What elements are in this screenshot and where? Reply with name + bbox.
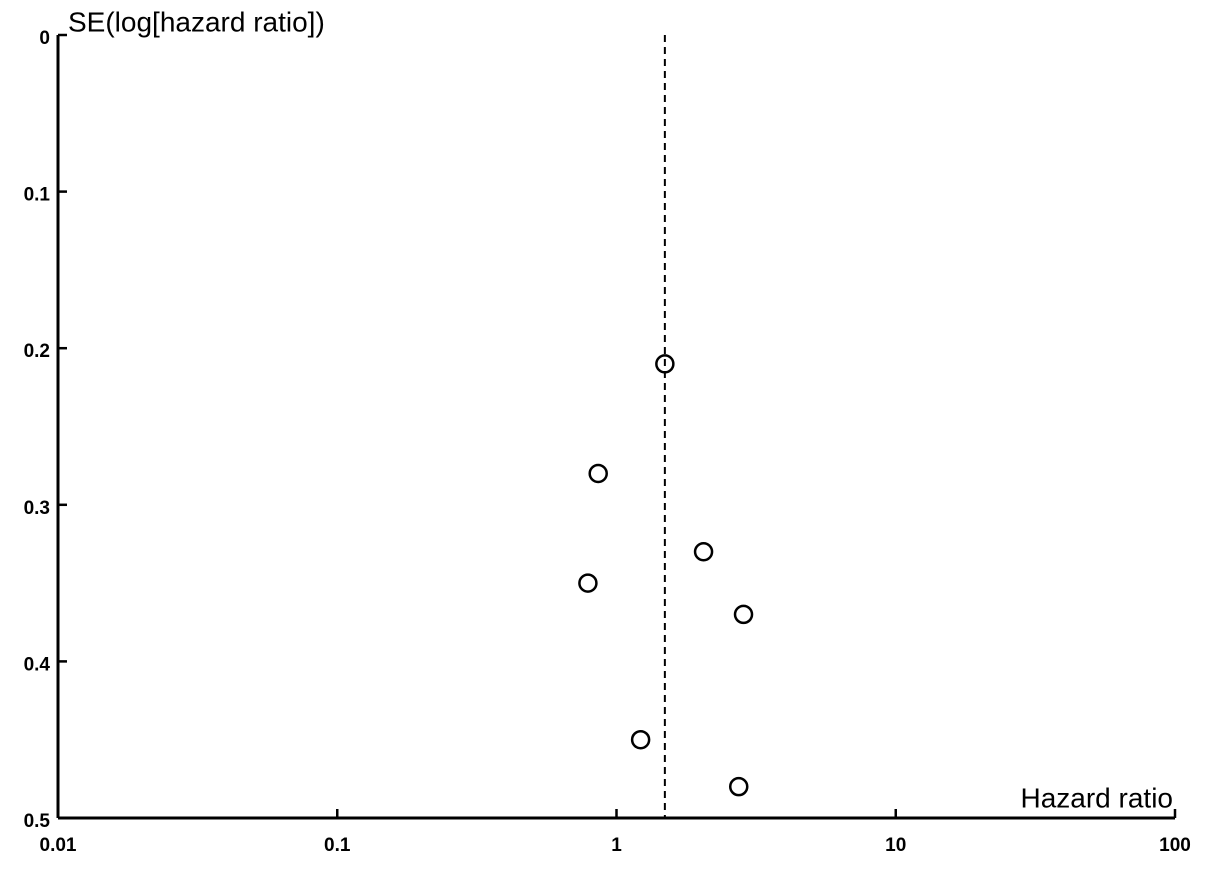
x-tick-label: 0.01 (40, 835, 77, 856)
x-tick-label: 1 (611, 835, 622, 856)
point (693, 542, 714, 562)
x-tick-label: 10 (885, 835, 906, 856)
point (578, 573, 598, 593)
y-tick-label: 0.4 (24, 654, 51, 675)
point (728, 776, 749, 797)
y-tick-label: 0.5 (24, 811, 51, 832)
point (588, 463, 608, 484)
point (733, 604, 754, 625)
y-tick-label: 0.2 (24, 341, 50, 362)
x-tick-label: 100 (1159, 835, 1191, 856)
x-tick-label: 0.1 (324, 835, 351, 856)
y-tick-label: 0 (39, 28, 50, 49)
point (655, 354, 675, 374)
y-tick-label: 0.1 (24, 185, 51, 206)
y-axis-label: SE(log[hazard ratio]) (68, 6, 325, 37)
x-axis-label: Hazard ratio (1020, 782, 1173, 813)
point (630, 729, 651, 750)
y-tick-label: 0.3 (24, 498, 50, 519)
